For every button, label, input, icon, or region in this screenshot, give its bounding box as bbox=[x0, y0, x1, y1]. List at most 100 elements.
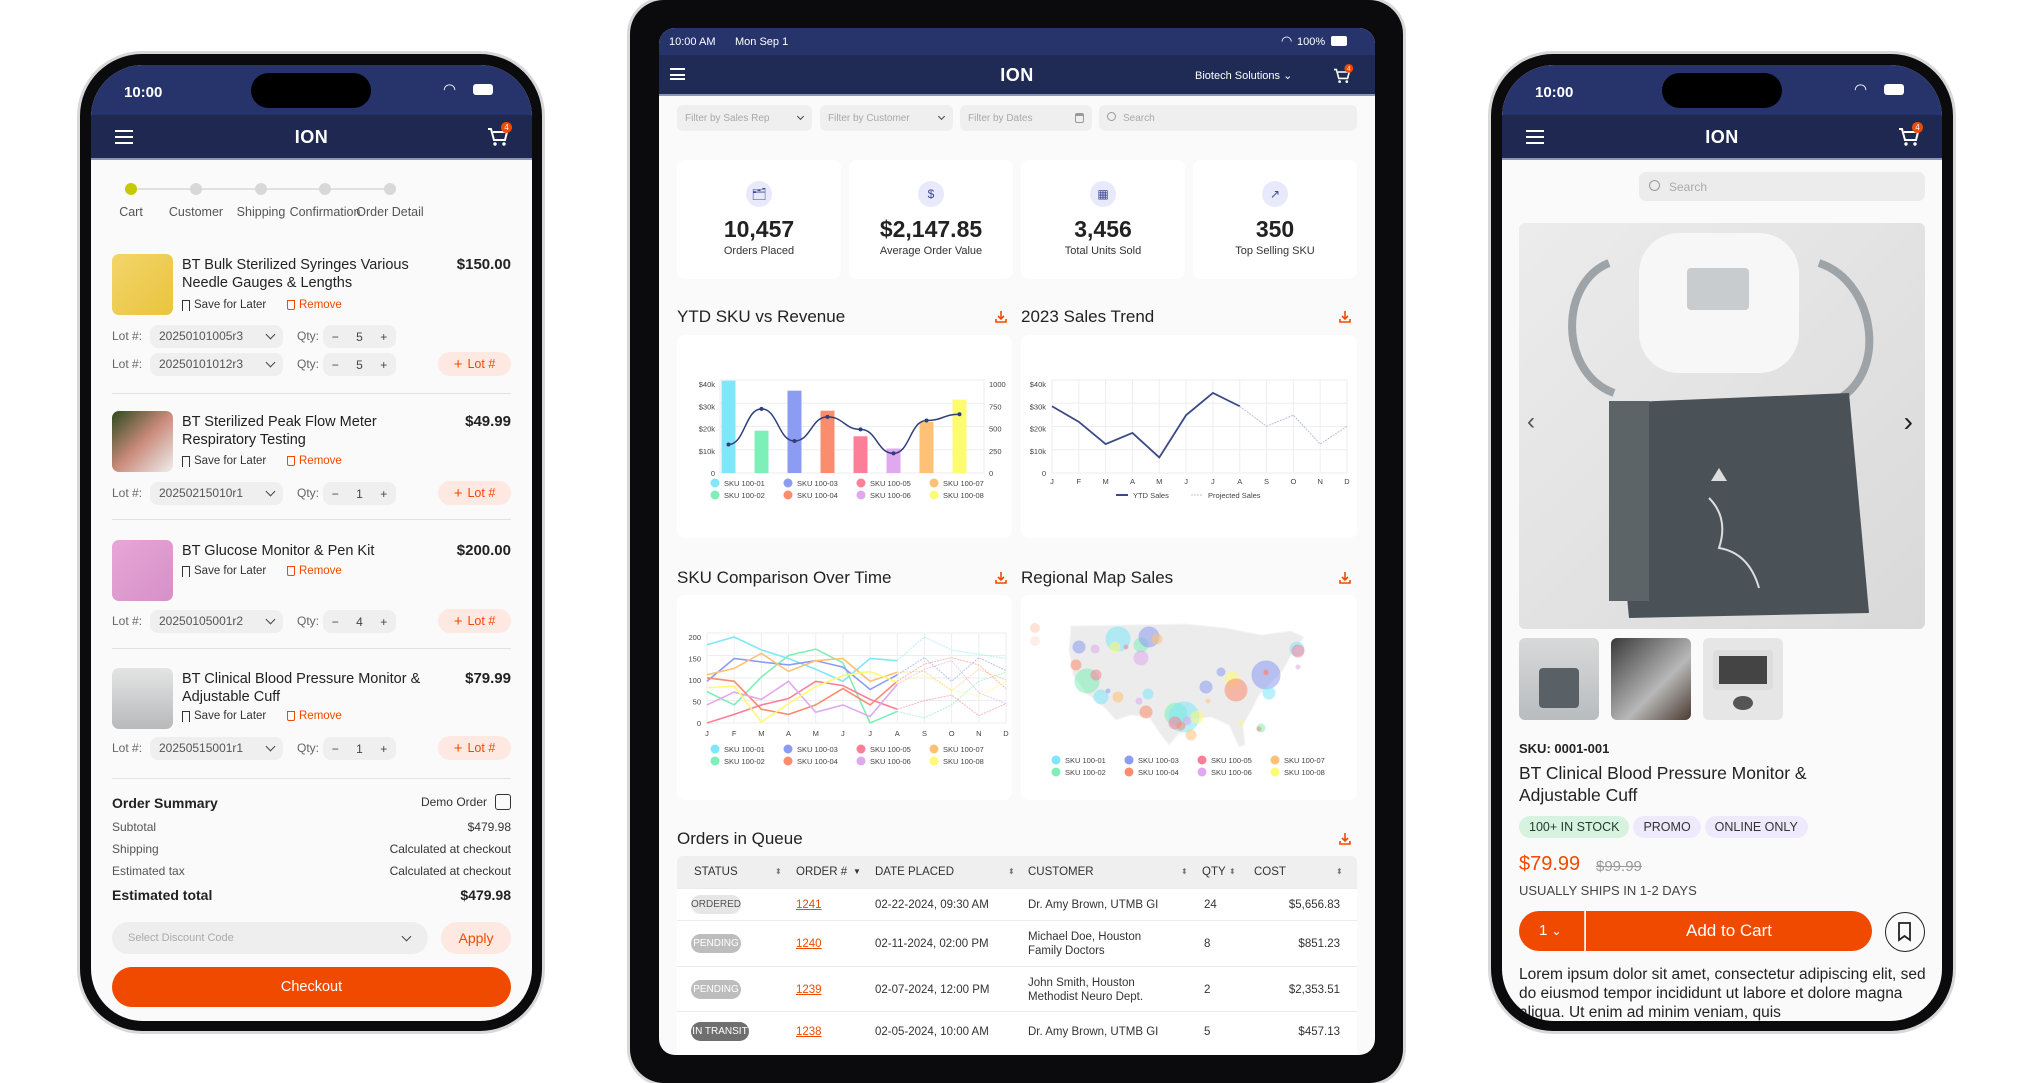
checkout-button[interactable]: Checkout bbox=[112, 967, 511, 1007]
map-bubble[interactable] bbox=[1123, 644, 1129, 650]
menu-icon[interactable] bbox=[670, 68, 685, 80]
download-icon[interactable] bbox=[1338, 832, 1352, 846]
series-line[interactable] bbox=[706, 652, 898, 683]
map-bubble[interactable] bbox=[1205, 698, 1211, 704]
order-number-link[interactable]: 1241 bbox=[796, 899, 822, 911]
product-thumbnail[interactable] bbox=[112, 668, 173, 729]
column-header[interactable]: QTY bbox=[1202, 866, 1226, 878]
table-row[interactable]: IN TRANSIT 1238 02-05-2024, 10:00 AM Dr. Am… bbox=[677, 1011, 1357, 1051]
download-icon[interactable] bbox=[1338, 571, 1352, 585]
map-bubble[interactable] bbox=[1199, 680, 1213, 694]
add-to-cart-button[interactable]: Add to Cart bbox=[1586, 911, 1872, 951]
save-for-later-button[interactable]: Save for Later bbox=[182, 299, 266, 311]
map-bubble[interactable] bbox=[1109, 641, 1121, 653]
demo-order-toggle[interactable]: Demo Order bbox=[421, 794, 511, 810]
map-bubble[interactable] bbox=[1262, 686, 1276, 700]
map-bubble[interactable] bbox=[1105, 688, 1111, 694]
series-line[interactable] bbox=[706, 680, 898, 724]
quantity-stepper[interactable]: − 4 + bbox=[323, 610, 396, 633]
save-for-later-button[interactable]: Save for Later bbox=[182, 455, 266, 467]
map-bubble[interactable] bbox=[1093, 689, 1109, 705]
decrement-button[interactable]: − bbox=[331, 614, 339, 629]
order-number-link[interactable]: 1238 bbox=[796, 1026, 822, 1038]
add-lot-button[interactable]: + Lot # bbox=[438, 736, 511, 760]
cart-icon[interactable]: 4 bbox=[1333, 64, 1354, 84]
line-point[interactable] bbox=[759, 406, 764, 411]
map-bubble[interactable] bbox=[1072, 640, 1086, 654]
series-line[interactable] bbox=[706, 657, 898, 691]
step-label[interactable]: Confirmation bbox=[289, 205, 361, 219]
filter-customer[interactable]: Filter by Customer bbox=[820, 105, 953, 131]
bar[interactable] bbox=[787, 390, 802, 473]
item-title[interactable]: BT Glucose Monitor & Pen Kit bbox=[182, 543, 375, 559]
map-bubble[interactable] bbox=[1070, 659, 1082, 671]
line-point[interactable] bbox=[726, 442, 731, 447]
save-bookmark-button[interactable] bbox=[1885, 912, 1925, 952]
map-bubble[interactable] bbox=[1139, 705, 1153, 719]
line-point[interactable] bbox=[891, 451, 896, 456]
bar[interactable] bbox=[853, 436, 868, 473]
sort-desc-icon[interactable]: ▼ bbox=[853, 867, 861, 876]
map-bubble[interactable] bbox=[1176, 721, 1186, 731]
map-bubble[interactable] bbox=[1112, 691, 1124, 703]
projected-series-line[interactable] bbox=[897, 668, 1007, 692]
demo-order-checkbox[interactable] bbox=[495, 794, 511, 810]
step-dot[interactable] bbox=[255, 183, 267, 195]
projected-series-line[interactable] bbox=[897, 674, 1007, 697]
line-point[interactable] bbox=[825, 414, 830, 419]
map-bubble[interactable] bbox=[1090, 644, 1100, 654]
quantity-value[interactable]: 5 bbox=[356, 329, 363, 344]
thumbnail-3[interactable] bbox=[1703, 638, 1783, 720]
filter-dates[interactable]: Filter by Dates bbox=[960, 105, 1092, 131]
projected-series-line[interactable] bbox=[897, 657, 1007, 682]
increment-button[interactable]: + bbox=[380, 741, 388, 756]
zoom-out-icon[interactable] bbox=[1030, 636, 1040, 646]
line-point[interactable] bbox=[957, 412, 962, 417]
quantity-value[interactable]: 4 bbox=[356, 614, 363, 629]
decrement-button[interactable]: − bbox=[331, 741, 339, 756]
increment-button[interactable]: + bbox=[380, 357, 388, 372]
menu-icon[interactable] bbox=[115, 130, 133, 144]
lot-number-select[interactable]: 20250515001r1 bbox=[150, 737, 283, 760]
step-label[interactable]: Cart bbox=[119, 205, 143, 219]
item-title[interactable]: BT Clinical Blood Pressure Monitor & Adj… bbox=[182, 671, 421, 705]
filter-sales-rep[interactable]: Filter by Sales Rep bbox=[677, 105, 812, 131]
save-for-later-button[interactable]: Save for Later bbox=[182, 565, 266, 577]
column-header[interactable]: CUSTOMER bbox=[1028, 866, 1094, 878]
quantity-select[interactable]: 1 ⌄ bbox=[1519, 911, 1585, 951]
quantity-stepper[interactable]: − 5 + bbox=[323, 353, 396, 376]
item-title[interactable]: BT Sterilized Peak Flow Meter Respirator… bbox=[182, 414, 377, 448]
sort-icon[interactable]: ⬍ bbox=[1336, 867, 1343, 876]
zoom-in-icon[interactable] bbox=[1030, 623, 1040, 633]
quantity-stepper[interactable]: − 1 + bbox=[323, 482, 396, 505]
decrement-button[interactable]: − bbox=[331, 357, 339, 372]
product-thumbnail[interactable] bbox=[112, 411, 173, 472]
map-bubble[interactable] bbox=[1190, 710, 1204, 724]
step-label[interactable]: Order Detail bbox=[356, 205, 424, 219]
download-icon[interactable] bbox=[994, 571, 1008, 585]
projected-series-line[interactable] bbox=[897, 671, 1007, 719]
sort-icon[interactable]: ⬍ bbox=[1181, 867, 1188, 876]
projected-series-line[interactable] bbox=[896, 636, 1007, 662]
increment-button[interactable]: + bbox=[380, 329, 388, 344]
add-lot-button[interactable]: + Lot # bbox=[438, 481, 511, 505]
map-bubble[interactable] bbox=[1216, 667, 1226, 677]
map-bubble[interactable] bbox=[1185, 729, 1197, 741]
map-bubble[interactable] bbox=[1135, 697, 1143, 705]
step-dot[interactable] bbox=[190, 183, 202, 195]
step-dot[interactable] bbox=[384, 183, 396, 195]
line-point[interactable] bbox=[858, 427, 863, 432]
quantity-value[interactable]: 1 bbox=[356, 741, 363, 756]
add-lot-button[interactable]: + Lot # bbox=[438, 352, 511, 376]
cart-icon[interactable]: 4 bbox=[487, 122, 512, 147]
step-dot[interactable] bbox=[125, 183, 137, 195]
bar[interactable] bbox=[820, 410, 835, 473]
map-bubble[interactable] bbox=[1182, 716, 1192, 726]
table-row[interactable]: PENDING 1239 02-07-2024, 12:00 PM John Smit… bbox=[677, 966, 1357, 1011]
product-thumbnail[interactable] bbox=[112, 540, 173, 601]
remove-button[interactable]: Remove bbox=[287, 299, 342, 311]
quantity-stepper[interactable]: − 1 + bbox=[323, 737, 396, 760]
increment-button[interactable]: + bbox=[380, 614, 388, 629]
lot-number-select[interactable]: 20250101005r3 bbox=[150, 325, 283, 348]
table-row[interactable]: PENDING 1240 02-11-2024, 02:00 PM Michael D… bbox=[677, 920, 1357, 966]
